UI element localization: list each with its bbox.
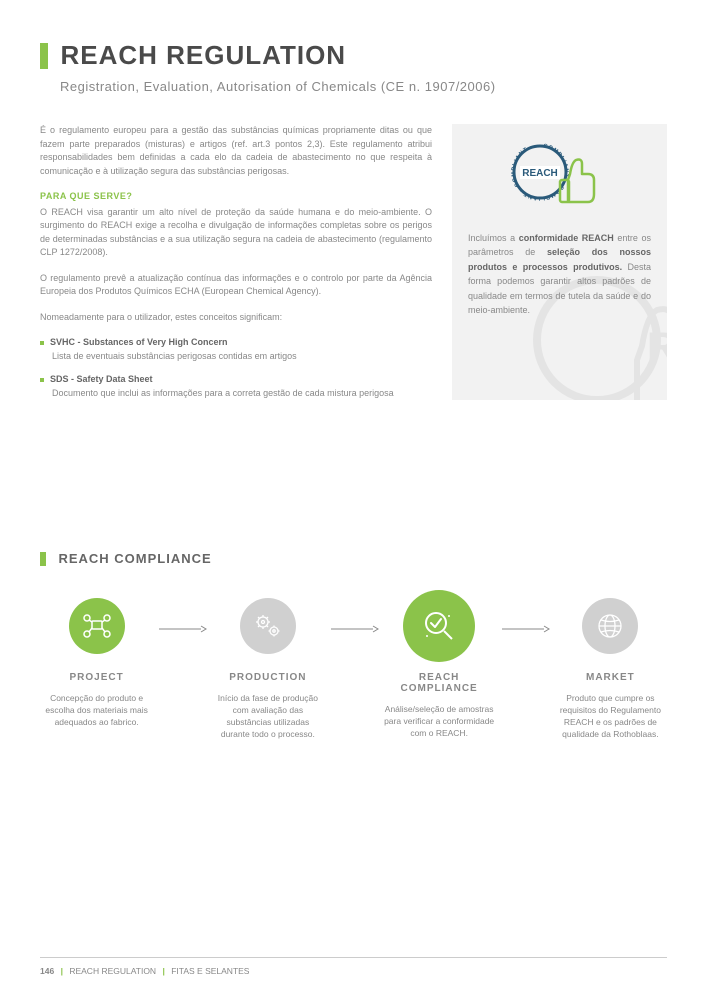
arrow-icon (157, 624, 207, 634)
magnifier-check-icon (419, 606, 459, 646)
bullet-label: SVHC - Substances of Very High Concern (50, 337, 228, 347)
section2-title: REACH COMPLIANCE (58, 551, 211, 566)
step-desc: Análise/seleção de amostras para verific… (383, 704, 496, 740)
bullet-item-svhc: SVHC - Substances of Very High Concern L… (40, 336, 432, 363)
body-text-column: É o regulamento europeu para a gestão da… (40, 124, 432, 400)
reach-badge: COMPLIANT • COMPLIANT • COMPLIANT • REAC… (468, 142, 651, 217)
footer-section: REACH REGULATION (69, 966, 156, 976)
step-title: REACH COMPLIANCE (383, 672, 496, 694)
paragraph-2: O REACH visa garantir um alto nível de p… (40, 206, 432, 260)
drone-icon (81, 610, 113, 642)
main-content-row: É o regulamento europeu para a gestão da… (40, 124, 667, 400)
reach-compliant-badge-icon: COMPLIANT • COMPLIANT • COMPLIANT • REAC… (510, 142, 610, 212)
market-icon-circle (582, 598, 638, 654)
footer-separator: | (162, 966, 164, 976)
page-number: 146 (40, 966, 54, 976)
step-desc: Concepção do produto e escolha dos mater… (40, 693, 153, 729)
section-heading: PARA QUE SERVE? (40, 190, 432, 204)
intro-paragraph: É o regulamento europeu para a gestão da… (40, 124, 432, 178)
compliance-section: REACH COMPLIANCE PROJECT Concepção do pr… (40, 550, 667, 741)
process-flow: PROJECT Concepção do produto e escolha d… (40, 598, 667, 741)
footer-divider (40, 957, 667, 958)
bullet-marker-icon (40, 378, 44, 382)
section2-accent-bar (40, 552, 46, 566)
project-icon-circle (69, 598, 125, 654)
compliance-icon-circle (403, 590, 475, 662)
badge-text: REACH (522, 168, 558, 179)
flow-step-production: PRODUCTION Início da fase de produção co… (211, 598, 324, 741)
section2-title-wrap: REACH COMPLIANCE (40, 550, 667, 568)
page-footer: 146 | REACH REGULATION | FITAS E SELANTE… (40, 957, 667, 976)
arrow-icon (500, 624, 550, 634)
callout-box: COMPLIANT • COMPLIANT • COMPLIANT • REAC… (452, 124, 667, 400)
flow-step-project: PROJECT Concepção do produto e escolha d… (40, 598, 153, 729)
bullet-desc: Lista de eventuais substâncias perigosas… (52, 350, 432, 364)
callout-text: Incluímos a conformidade REACH entre os … (468, 231, 651, 317)
footer-text: 146 | REACH REGULATION | FITAS E SELANTE… (40, 966, 667, 976)
flow-step-market: MARKET Produto que cumpre os requisitos … (554, 598, 667, 741)
page-subtitle: Registration, Evaluation, Autorisation o… (60, 79, 667, 94)
step-desc: Início da fase de produção com avaliação… (211, 693, 324, 741)
paragraph-4: Nomeadamente para o utilizador, estes co… (40, 311, 432, 325)
title-accent-bar (40, 43, 48, 69)
step-title: PROJECT (40, 672, 153, 683)
bullet-item-sds: SDS - Safety Data Sheet Documento que in… (40, 373, 432, 400)
globe-icon (594, 610, 626, 642)
bullet-desc: Documento que inclui as informações para… (52, 387, 432, 401)
title-block: REACH REGULATION (40, 40, 667, 71)
bullet-marker-icon (40, 341, 44, 345)
page-title: REACH REGULATION (60, 40, 346, 71)
step-title: MARKET (554, 672, 667, 683)
gears-icon (252, 610, 284, 642)
flow-step-compliance: REACH COMPLIANCE Análise/seleção de amos… (383, 598, 496, 740)
footer-separator: | (61, 966, 63, 976)
production-icon-circle (240, 598, 296, 654)
footer-category: FITAS E SELANTES (171, 966, 249, 976)
arrow-icon (329, 624, 379, 634)
step-title: PRODUCTION (211, 672, 324, 683)
svg-text:REACH: REACH (647, 325, 667, 369)
bullet-label: SDS - Safety Data Sheet (50, 374, 153, 384)
paragraph-3: O regulamento prevê a atualização contín… (40, 272, 432, 299)
t1: Incluímos a (468, 233, 519, 243)
step-desc: Produto que cumpre os requisitos do Regu… (554, 693, 667, 741)
t2: conformidade REACH (519, 233, 614, 243)
